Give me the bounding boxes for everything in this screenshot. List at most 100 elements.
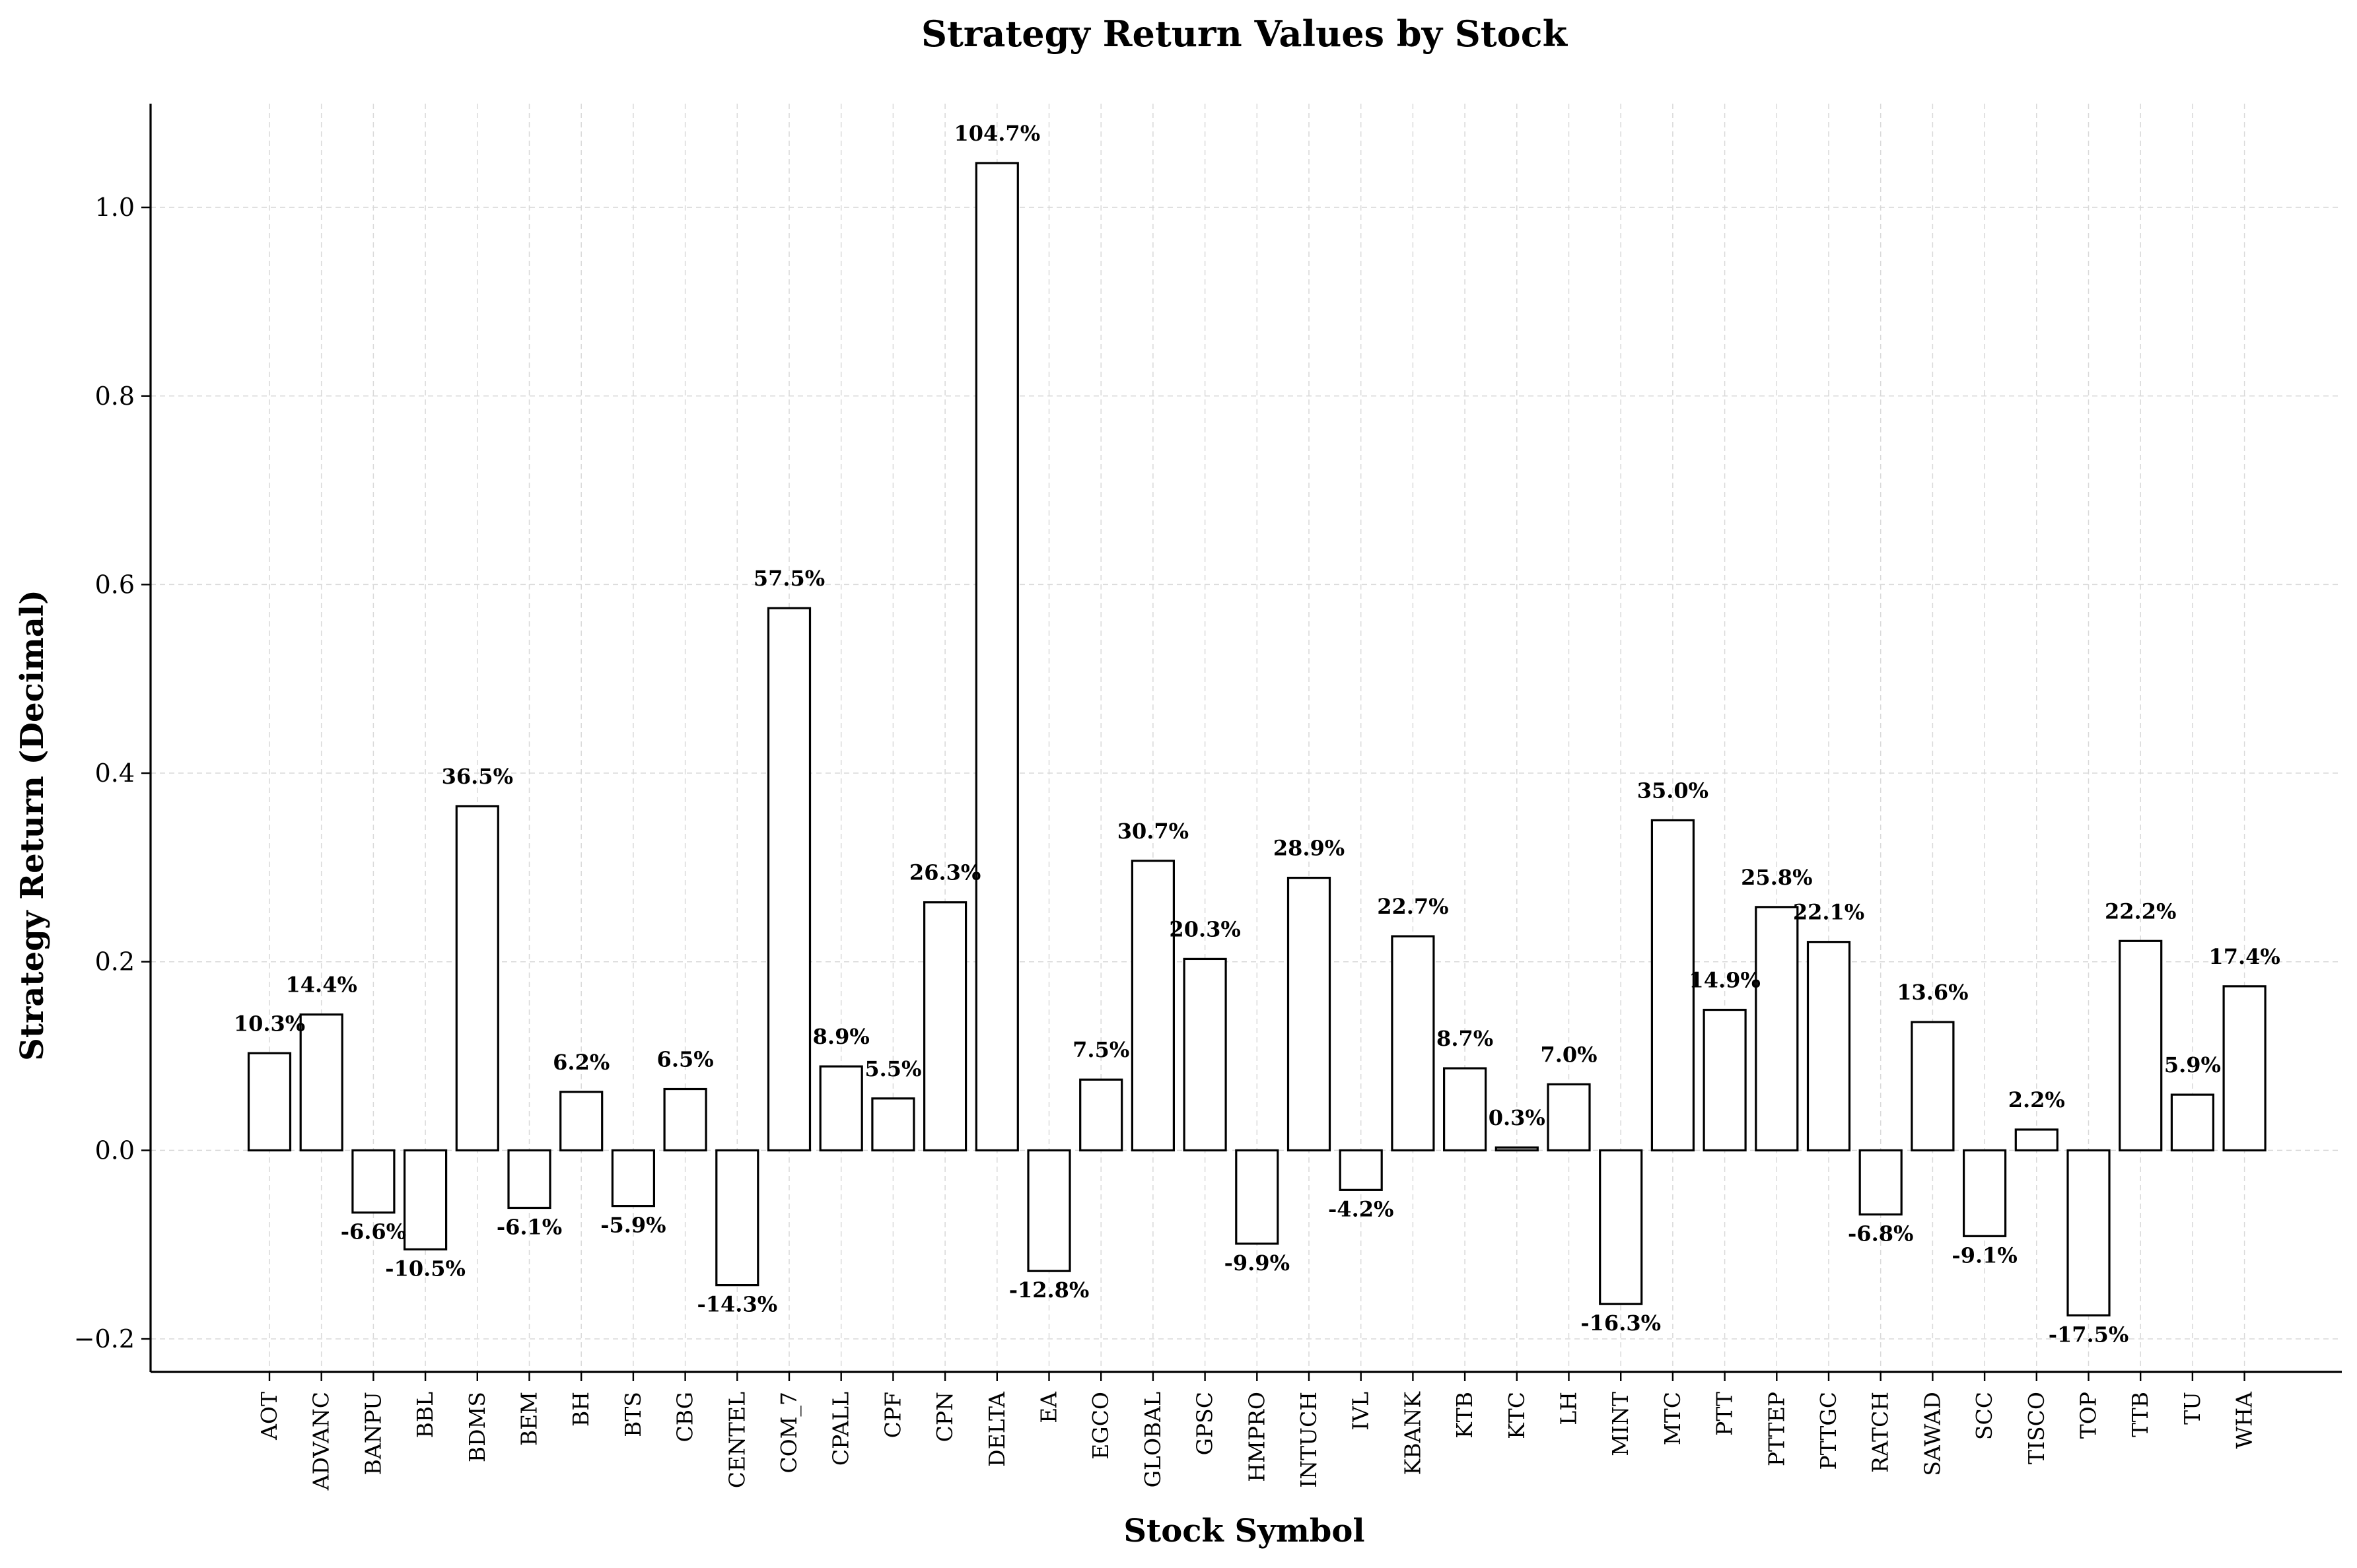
- data-label: -9.9%: [1224, 1250, 1290, 1276]
- x-tick-label: AOT: [256, 1392, 282, 1441]
- data-label: -5.9%: [600, 1213, 666, 1238]
- data-label: 36.5%: [442, 764, 513, 789]
- bar: [1599, 1149, 1643, 1305]
- bar: [507, 1149, 551, 1210]
- bar: [611, 1149, 656, 1208]
- x-tick-label: PTTEP: [1763, 1392, 1789, 1466]
- bar: [715, 1149, 759, 1287]
- data-label: -14.3%: [697, 1292, 777, 1317]
- bar: [1858, 1149, 1903, 1216]
- bar: [1547, 1083, 1591, 1151]
- x-tick-label: INTUCH: [1296, 1392, 1321, 1488]
- data-label: 6.5%: [657, 1047, 714, 1072]
- x-tick-label: BEM: [516, 1392, 542, 1446]
- bar: [1443, 1067, 1487, 1151]
- data-label: 104.7%: [954, 121, 1040, 146]
- x-tick-label: CPF: [880, 1392, 905, 1438]
- data-label: 7.5%: [1073, 1037, 1129, 1062]
- bar: [1286, 876, 1331, 1151]
- bar: [403, 1149, 448, 1250]
- x-tick-label: PTT: [1712, 1392, 1738, 1436]
- x-tick-label: TISCO: [2023, 1392, 2049, 1464]
- bar: [1235, 1149, 1279, 1245]
- data-label: 5.9%: [2164, 1052, 2221, 1077]
- bar: [2066, 1149, 2111, 1316]
- x-tick-label: COM_7: [776, 1392, 802, 1474]
- bar: [767, 607, 812, 1151]
- data-label: 26.3%: [909, 860, 981, 885]
- bar: [2170, 1093, 2214, 1151]
- x-tick-label: KTB: [1452, 1392, 1477, 1439]
- x-tick-label: WHA: [2232, 1391, 2257, 1449]
- x-tick-label: CPALL: [828, 1392, 854, 1466]
- data-label: -12.8%: [1009, 1278, 1090, 1303]
- data-label: -9.1%: [1952, 1243, 2017, 1268]
- y-tick-label: 0.4: [95, 759, 135, 788]
- bar: [299, 1013, 343, 1151]
- bar: [2014, 1128, 2058, 1151]
- x-tick-label: CPN: [932, 1392, 958, 1442]
- x-tick-label: BBL: [412, 1392, 438, 1439]
- data-label: 35.0%: [1637, 778, 1708, 803]
- bar: [1963, 1149, 2007, 1237]
- x-tick-label: SCC: [1971, 1392, 1997, 1440]
- bar: [2222, 985, 2267, 1151]
- y-tick-label: 1.0: [95, 193, 135, 222]
- data-label: 2.2%: [2008, 1087, 2065, 1112]
- data-label: -6.8%: [1848, 1221, 1913, 1246]
- x-tick-label: TU: [2179, 1392, 2205, 1425]
- bar: [1027, 1149, 1071, 1272]
- x-tick-label: BDMS: [464, 1392, 490, 1462]
- x-tick-label: KBANK: [1399, 1391, 1425, 1476]
- data-label: 13.6%: [1897, 980, 1968, 1005]
- x-tick-label: MINT: [1607, 1392, 1633, 1456]
- x-tick-label: TOP: [2076, 1392, 2101, 1439]
- data-label: 7.0%: [1540, 1042, 1597, 1067]
- bar: [1339, 1149, 1383, 1191]
- bar: [2119, 939, 2163, 1151]
- bar: [559, 1091, 604, 1151]
- x-tick-label: KTC: [1504, 1392, 1530, 1439]
- bar: [1079, 1078, 1123, 1151]
- x-tick-label: IVL: [1348, 1392, 1374, 1431]
- data-label: 8.7%: [1436, 1026, 1493, 1051]
- bar: [1391, 935, 1435, 1151]
- y-tick-label: 0.6: [95, 570, 135, 599]
- data-label: 6.2%: [553, 1050, 610, 1075]
- x-tick-label: CENTEL: [724, 1392, 750, 1488]
- x-tick-label: EA: [1036, 1391, 1062, 1423]
- bar: [455, 805, 499, 1151]
- data-label: -6.1%: [497, 1214, 562, 1239]
- chart-title: Strategy Return Values by Stock: [921, 13, 1568, 55]
- data-label: 22.1%: [1793, 900, 1864, 925]
- bar: [1806, 941, 1851, 1151]
- bar: [871, 1097, 915, 1151]
- axes: −0.2 0.0 0.2 0.4 0.6 0.8 1.0 AOT ADVANC BANPU BBL B…: [74, 104, 2342, 1491]
- bar: [1131, 860, 1176, 1151]
- x-tick-label: PTTGC: [1815, 1392, 1841, 1470]
- data-label: 17.4%: [2208, 944, 2280, 969]
- data-label: 0.3%: [1489, 1105, 1545, 1130]
- x-tick-label: GPSC: [1192, 1392, 1218, 1455]
- bar: [1911, 1021, 1955, 1151]
- x-tick-label: MTC: [1660, 1392, 1685, 1445]
- data-label: 20.3%: [1169, 916, 1240, 941]
- x-tick-label: BTS: [620, 1392, 646, 1437]
- bar: [1183, 957, 1227, 1151]
- x-tick-label: HMPRO: [1244, 1392, 1269, 1482]
- bars: [247, 162, 2267, 1316]
- y-tick-label: 0.2: [95, 947, 135, 976]
- x-tick-label: RATCH: [1868, 1392, 1893, 1473]
- data-label: -6.6%: [341, 1219, 406, 1244]
- data-label: -10.5%: [385, 1256, 466, 1281]
- x-tick-label: DELTA: [984, 1391, 1010, 1467]
- x-tick-label: EGCO: [1088, 1392, 1113, 1460]
- data-label: 14.4%: [286, 972, 357, 998]
- data-label: -4.2%: [1328, 1196, 1393, 1221]
- x-tick-label: BANPU: [360, 1392, 386, 1475]
- bar: [663, 1087, 707, 1151]
- x-axis-label: Stock Symbol: [1123, 1513, 1364, 1550]
- data-label: 5.5%: [864, 1056, 921, 1081]
